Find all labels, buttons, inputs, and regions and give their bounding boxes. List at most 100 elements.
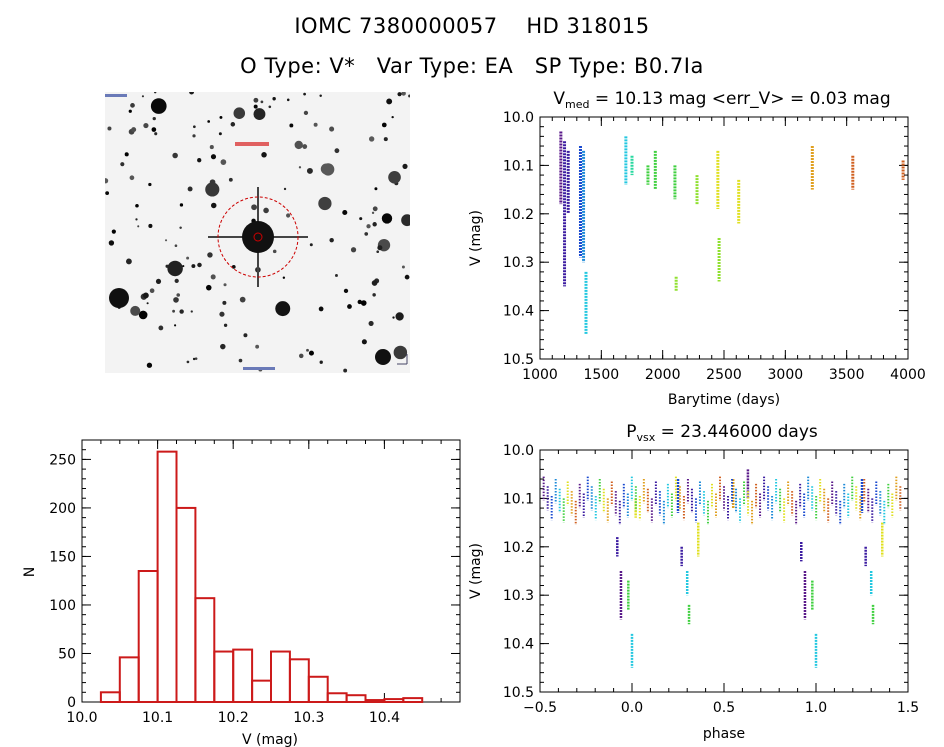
field-star (143, 122, 149, 129)
field-star (130, 103, 135, 108)
field-star (401, 214, 410, 227)
field-star (381, 213, 393, 224)
histogram-bar (175, 506, 197, 704)
field-star (364, 232, 369, 236)
phased-chart: Pvsx = 23.446000 days −0.5 0.0 0.5 1.0 1.5 10… (468, 422, 919, 742)
field-star (368, 136, 375, 142)
field-star (111, 229, 116, 234)
field-star (347, 304, 352, 309)
field-star (359, 217, 363, 221)
field-star (223, 283, 227, 287)
object-types: O Type: V* Var Type: EA SP Type: B0.7Ia (240, 54, 704, 78)
phased-xtick-label: 1.0 (805, 700, 827, 716)
phased-ylabel: V (mag) (468, 543, 484, 599)
field-star (286, 213, 291, 218)
field-star (176, 293, 181, 297)
phased-ytick-label: 10.5 (503, 685, 534, 701)
finder-chart-image (105, 92, 410, 373)
phased-ytick-label: 10.0 (503, 443, 534, 459)
lightcurve-ytick-label: 10.0 (503, 110, 534, 126)
phased-ytick-label: 10.3 (503, 588, 534, 604)
field-star (230, 122, 236, 127)
field-star (128, 109, 132, 113)
field-star (343, 368, 348, 373)
field-star (342, 209, 348, 216)
field-star (186, 256, 190, 260)
field-star (197, 158, 202, 163)
histogram-xtick-label: 10.3 (293, 710, 324, 726)
field-star (286, 98, 290, 102)
field-star (210, 154, 217, 160)
field-star (320, 163, 332, 175)
lightcurve-ylabel: V (mag) (468, 210, 484, 266)
field-star (154, 92, 157, 94)
field-star (158, 325, 164, 331)
target-center-marker (253, 232, 263, 242)
field-star (131, 127, 137, 133)
field-star (366, 224, 371, 229)
lightcurve-ytick-label: 10.5 (503, 352, 534, 368)
lightcurve-title-rest: = 10.13 mag <err_V> = 0.03 mag (589, 89, 890, 109)
lightcurve-ytick-label: 10.4 (503, 304, 534, 320)
field-star (360, 300, 367, 306)
field-star (165, 264, 169, 268)
histogram-xtick-label: 10.0 (66, 710, 97, 726)
field-star (309, 243, 313, 247)
field-star (238, 358, 243, 363)
field-star (135, 218, 138, 221)
field-star (282, 276, 286, 279)
field-star (207, 120, 211, 123)
field-star (261, 152, 267, 158)
field-star (148, 223, 153, 228)
field-star (137, 225, 140, 228)
field-star (343, 288, 349, 294)
field-star (138, 310, 148, 320)
field-star (298, 166, 302, 169)
field-star (402, 163, 408, 169)
field-star (361, 339, 367, 345)
field-star (251, 204, 257, 211)
phased-xtick-label: 1.5 (897, 700, 919, 716)
field-star (388, 170, 401, 184)
field-star (408, 94, 410, 98)
field-star (329, 126, 335, 132)
phased-xlabel: phase (703, 726, 745, 742)
histogram-bar (307, 675, 329, 703)
field-star (151, 127, 157, 132)
phased-ytick-label: 10.4 (503, 637, 534, 653)
field-star (210, 274, 216, 280)
lightcurve-xtick-label: 3000 (768, 367, 804, 383)
field-star (334, 148, 340, 154)
field-star (308, 350, 314, 356)
histogram-ytick-label: 150 (49, 549, 76, 565)
lightcurve-frame (539, 116, 909, 360)
field-star (172, 152, 178, 159)
field-star (239, 296, 246, 303)
field-star (272, 97, 276, 101)
field-star (275, 301, 291, 317)
field-star (401, 92, 406, 96)
lightcurve-ytick-label: 10.2 (503, 207, 534, 223)
field-star (318, 196, 332, 211)
field-star (350, 247, 357, 253)
field-star (152, 116, 156, 121)
lightcurve-points (559, 131, 905, 335)
histogram-bars (99, 450, 424, 704)
field-star (228, 177, 233, 182)
lightcurve-xtick-label: 4000 (890, 367, 926, 383)
field-star (253, 108, 266, 121)
target-circle (217, 196, 299, 278)
histogram-bar (345, 694, 367, 703)
field-star (381, 122, 387, 128)
field-star (298, 353, 304, 359)
histogram-ytick-label: 0 (67, 695, 76, 711)
field-star (179, 309, 184, 314)
field-star (255, 344, 260, 349)
field-star (335, 273, 338, 277)
field-star (375, 349, 391, 365)
field-star (174, 324, 177, 327)
field-star (372, 206, 378, 212)
field-star (218, 132, 222, 136)
histogram-bar (270, 650, 291, 703)
field-star (150, 98, 167, 114)
